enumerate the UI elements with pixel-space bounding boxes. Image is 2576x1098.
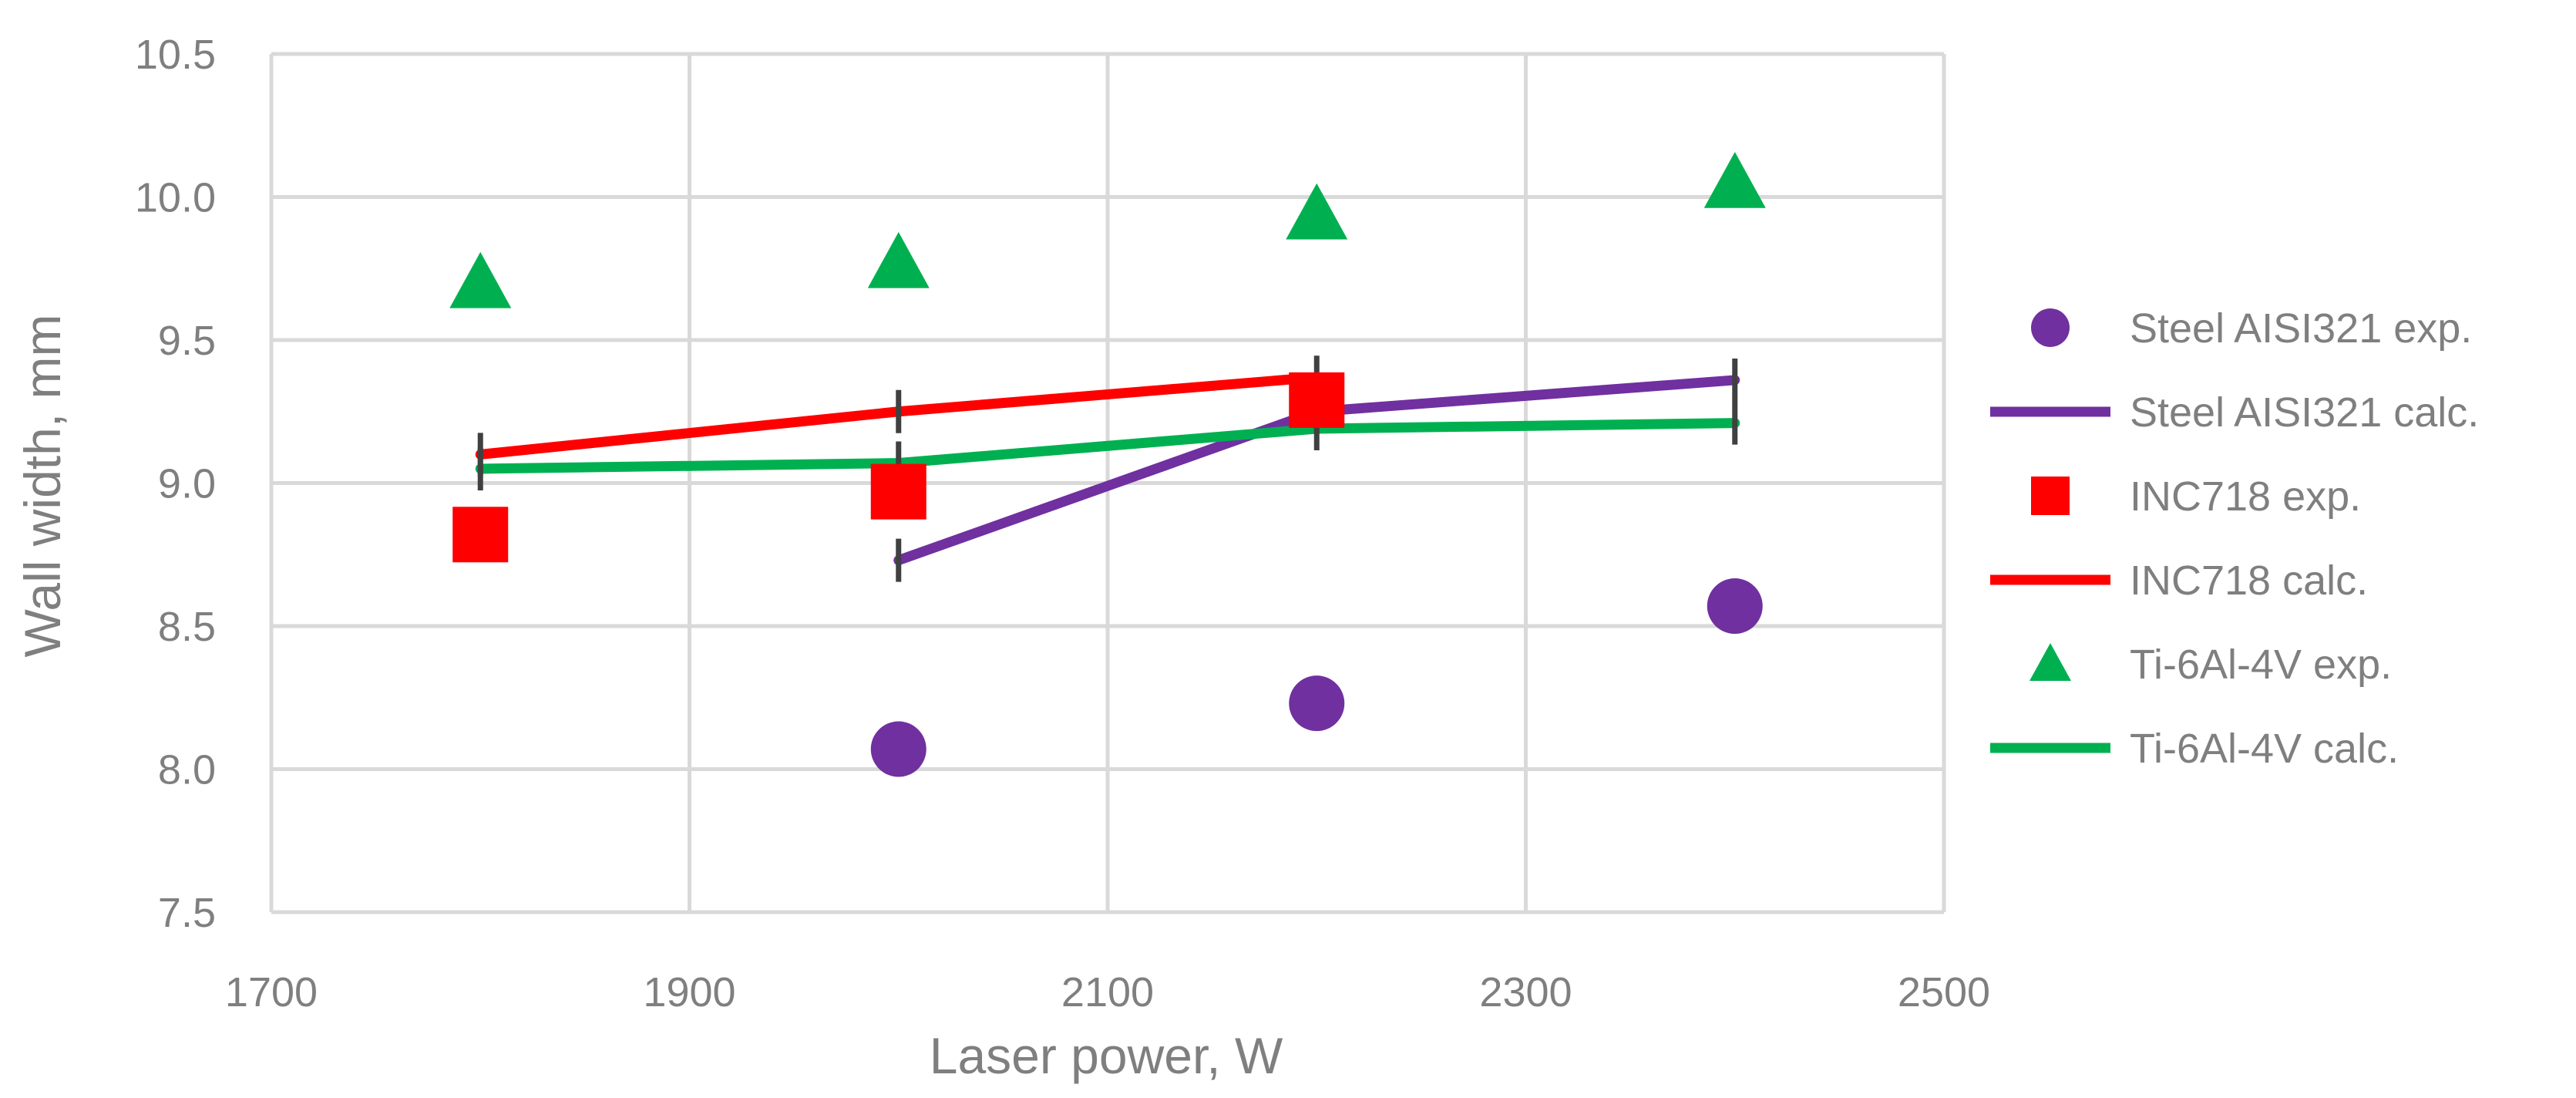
legend-ti-6al-4v-exp-swatch [2030,643,2071,681]
y-tick-label: 9.5 [158,318,216,364]
legend-steel-aisi321-calc-label: Steel AISI321 calc. [2130,389,2479,436]
y-tick-label: 9.0 [158,461,216,507]
x-tick-label: 2300 [1479,969,1572,1015]
exp-markers [449,151,1766,777]
legend-inc718-exp-label: INC718 exp. [2130,473,2361,520]
legend-steel-aisi321-exp-label: Steel AISI321 exp. [2130,305,2472,352]
legend-ti-6al-4v-exp-label: Ti-6Al-4V exp. [2130,642,2392,688]
y-axis-title: Wall width, mm [14,315,71,658]
x-tick-labels: 1700 1900 2100 2300 2500 [225,969,1990,1015]
ti-6al-4v-exp-point [1703,151,1766,208]
x-axis-title: Laser power, W [930,1027,1283,1084]
x-tick-label: 2500 [1898,969,1990,1015]
inc718-exp-point [452,507,509,563]
inc718-exp-point [1289,372,1345,428]
y-tick-label: 8.0 [158,747,216,793]
steel-aisi321-exp-point [1289,675,1345,732]
legend-steel-aisi321-exp-swatch [2031,308,2070,347]
inc718-exp-point [870,463,926,520]
steel-aisi321-exp-point [870,721,926,777]
steel-aisi321-exp-point [1707,578,1763,635]
y-tick-label: 8.5 [158,604,216,650]
y-tick-label: 10.0 [135,175,216,221]
ti-6al-4v-exp-point [1286,183,1348,240]
ti-6al-4v-exp-point [449,251,512,308]
ti-6al-4v-calc-line [475,418,1740,474]
legend-inc718-exp-swatch [2031,477,2070,515]
legend: Steel AISI321 exp. Steel AISI321 calc. INC… [1990,305,2479,772]
ti-6al-4v-exp-point [867,231,930,288]
y-tick-labels: 7.5 8.0 8.5 9.0 9.5 10.0 10.5 [135,32,216,936]
x-tick-label: 2100 [1061,969,1154,1015]
y-tick-label: 10.5 [135,32,216,78]
x-tick-label: 1700 [225,969,318,1015]
x-tick-label: 1900 [643,969,735,1015]
legend-ti-6al-4v-calc-label: Ti-6Al-4V calc. [2130,726,2399,772]
legend-inc718-calc-label: INC718 calc. [2130,557,2368,604]
y-tick-label: 7.5 [158,890,216,936]
